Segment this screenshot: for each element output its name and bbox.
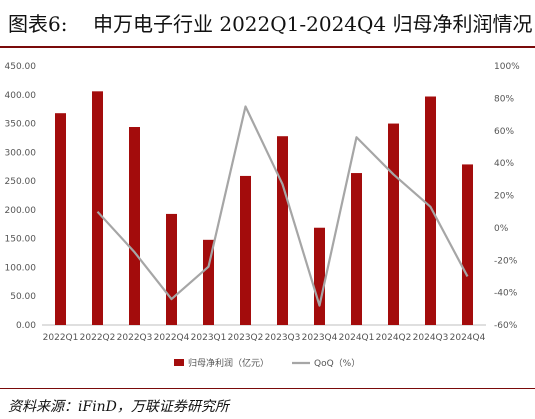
y-left-tick-label: 50.00 xyxy=(10,292,36,302)
x-tick-label: 2024Q2 xyxy=(376,333,412,343)
bar xyxy=(129,127,140,326)
bar xyxy=(351,173,362,325)
y-left-tick-label: 200.00 xyxy=(5,206,37,216)
x-tick-label: 2022Q1 xyxy=(43,333,79,343)
legend-bar-swatch xyxy=(174,359,184,366)
y-right-tick-label: 40% xyxy=(494,159,514,169)
x-tick-label: 2024Q4 xyxy=(450,333,486,343)
y-right-tick-label: 80% xyxy=(494,94,514,104)
y-right-tick-label: -60% xyxy=(494,321,518,331)
legend-line-label: QoQ（%） xyxy=(314,358,360,369)
y-right-tick-label: 20% xyxy=(494,192,514,202)
y-right-tick-label: 60% xyxy=(494,127,514,137)
source-note: 资料来源：iFinD，万联证券研究所 xyxy=(8,399,229,415)
bar xyxy=(92,91,103,325)
y-left-tick-label: 350.00 xyxy=(5,120,37,130)
bar xyxy=(240,175,251,325)
x-tick-label: 2022Q3 xyxy=(117,333,153,343)
bar xyxy=(425,96,436,325)
bar xyxy=(203,239,214,325)
x-tick-label: 2023Q2 xyxy=(228,333,264,343)
x-tick-label: 2022Q2 xyxy=(80,333,116,343)
y-left-tick-label: 0.00 xyxy=(16,321,36,331)
y-right-tick-label: -20% xyxy=(494,256,518,266)
x-tick-label: 2023Q3 xyxy=(265,333,301,343)
title-bar xyxy=(0,0,535,48)
x-tick-label: 2022Q4 xyxy=(154,333,190,343)
y-left-tick-label: 250.00 xyxy=(5,177,37,187)
y-right-tick-label: 100% xyxy=(494,62,520,72)
legend: 归母净利润（亿元） QoQ（%） xyxy=(174,357,360,369)
y-left-tick-label: 400.00 xyxy=(5,91,37,101)
legend-bar-label: 归母净利润（亿元） xyxy=(188,357,269,369)
y-left-tick-label: 450.00 xyxy=(5,62,37,72)
bars-layer xyxy=(55,91,473,326)
axes-layer: 0.00 50.00 100.00 150.00 200.00 250.00 300.00 3… xyxy=(5,62,521,343)
x-tick-label: 2023Q1 xyxy=(191,333,227,343)
bar xyxy=(388,123,399,325)
figure-label: 图表6: xyxy=(8,12,68,36)
bar xyxy=(462,164,473,325)
bar xyxy=(55,113,66,325)
y-right-tick-label: -40% xyxy=(494,289,518,299)
chart-title: 申万电子行业 2022Q1-2024Q4 归母净利润情况 xyxy=(93,12,533,36)
y-left-tick-label: 100.00 xyxy=(5,263,37,273)
bar xyxy=(314,227,325,325)
source-divider xyxy=(0,388,535,389)
bar xyxy=(166,213,177,325)
x-tick-label: 2024Q1 xyxy=(339,333,375,343)
bar xyxy=(277,136,288,325)
x-tick-label: 2023Q4 xyxy=(302,333,338,343)
x-tick-label: 2024Q3 xyxy=(413,333,449,343)
line-layer xyxy=(96,105,469,307)
y-left-tick-label: 150.00 xyxy=(5,235,37,245)
chart: 0.00 50.00 100.00 150.00 200.00 250.00 300.00 3… xyxy=(5,62,521,369)
y-right-tick-label: 0% xyxy=(494,224,509,234)
y-left-tick-label: 300.00 xyxy=(5,148,37,158)
